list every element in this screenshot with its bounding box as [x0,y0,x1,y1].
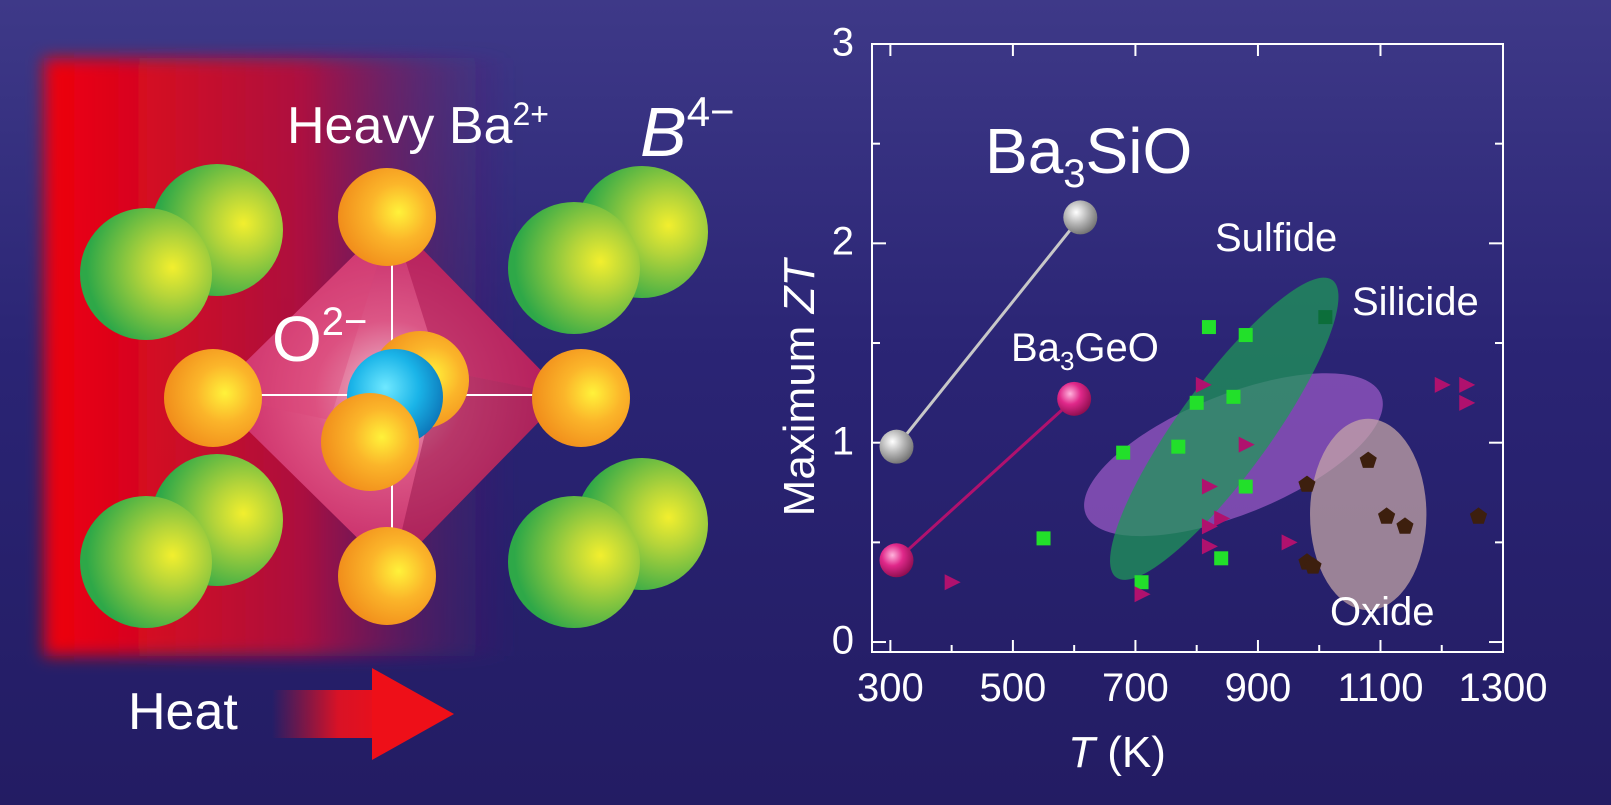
sulfide-point [1116,445,1131,460]
material-regions [1084,277,1427,611]
ba3geo-label-sub: 3 [1059,346,1075,376]
oxygen-charge: 2− [321,300,368,344]
sulfide-point [1238,479,1253,494]
oxide-point [1469,507,1488,524]
ba3sio-label-sub: 3 [1063,151,1086,196]
x-tick-label: 1300 [1458,666,1548,710]
y-tick-label: 2 [831,219,854,264]
x-axis-label-variable: T [1068,728,1095,777]
x-axis-label-unit: (K) [1095,728,1166,777]
y-axis-label: Maximum ZT [775,260,825,517]
ba3sio-connector [895,216,1082,448]
oxygen-symbol: O [272,303,322,375]
data-series [944,310,1488,603]
silicide-point [1238,436,1255,453]
ba3geo-connector [895,397,1076,562]
ba3geo-label: Ba3GeO [1011,326,1159,377]
heavy-barium-label: Heavy Ba2+ [287,96,549,156]
ba3sio-label-main: Ba [985,115,1064,187]
zt-chart [871,43,1504,653]
barium-sphere [338,168,436,266]
sulfide-point [1226,389,1241,404]
y-tick-label: 0 [831,618,854,663]
silicide-point [1214,510,1231,527]
oxide-point [1378,507,1396,524]
barium-sphere [164,349,262,447]
sulfide-point [1171,439,1186,454]
barium-sphere [532,349,630,447]
anion-sphere [508,496,640,628]
ba3geo-label-rest: GeO [1074,326,1159,370]
y-axis-label-variable: ZT [775,259,824,314]
heat-arrow [272,668,454,760]
sulfide-point [1214,551,1229,566]
oxide-point [1304,557,1322,574]
y-tick-label: 1 [831,419,854,464]
highlight-compounds [879,200,1098,578]
y-tick-label: 3 [831,20,854,65]
silicide-point [1201,518,1218,535]
silicide-point [1134,586,1151,603]
sulfide-point [1189,395,1204,410]
anion-spheres [80,164,708,628]
barium-sphere [321,393,419,491]
sulfide-point [1036,531,1051,546]
ba3sio-point [879,429,914,464]
barium-charge: 2+ [512,96,549,132]
b-anion-symbol: B [640,93,687,171]
region-oxide [1310,418,1427,611]
y-axis-label-prefix: Maximum [775,313,824,517]
silicide-point [1201,478,1218,495]
barium-spheres [164,168,630,625]
plot-frame [871,43,1504,653]
oxygen-label: O2− [272,300,367,376]
axis-ticks [872,43,1504,652]
ba3geo-point [879,543,914,578]
x-axis-label: T (K) [1068,728,1166,778]
ba3sio-point [1063,200,1098,235]
oxide-point [1359,451,1377,468]
region-label-silicide: Silicide [1352,280,1479,324]
sulfide-point [1238,328,1253,343]
x-tick-label: 700 [1102,666,1169,710]
silicide-point [1195,376,1212,393]
sulfide-point [1134,575,1149,590]
silicide-point [1459,376,1476,393]
b-anion-charge: 4− [686,88,735,135]
ba3sio-label-rest: SiO [1085,115,1193,187]
silicide-point [1201,538,1218,555]
ba3sio-label: Ba3SiO [985,114,1192,197]
x-tick-label: 300 [857,666,924,710]
region-label-oxide: Oxide [1330,590,1435,634]
ba3geo-point [1057,381,1092,416]
silicide-point [1434,376,1451,393]
x-tick-label: 500 [979,666,1047,710]
oxide-point [1396,517,1414,534]
oxide-point [1298,475,1316,492]
heat-label: Heat [128,683,238,741]
anion-sphere [80,208,212,340]
sulfide-point [1201,320,1216,335]
region-label-sulfide: Sulfide [1215,216,1338,260]
ba3geo-label-main: Ba [1011,326,1060,370]
heavy-barium-text: Heavy Ba [287,97,513,155]
anion-sphere [80,496,212,628]
sulfide-point [1318,310,1333,325]
anion-sphere [508,202,640,334]
region-sulfide [1110,277,1339,580]
silicide-point [1281,534,1298,551]
b-anion-label: B4− [640,88,735,172]
x-tick-label: 900 [1224,666,1292,710]
silicide-point [944,574,961,591]
silicide-point [1459,394,1476,411]
barium-sphere [338,527,436,625]
x-tick-label: 1100 [1337,666,1424,710]
